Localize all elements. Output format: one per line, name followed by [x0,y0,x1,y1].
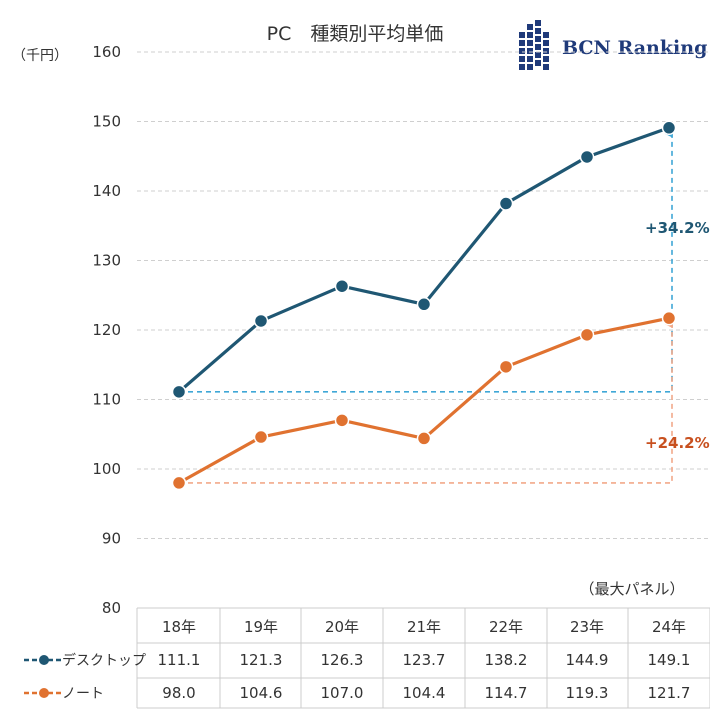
logo-square [519,32,525,38]
bcn-ranking-logo: BCN Ranking [519,20,707,70]
table-value: 138.2 [485,651,528,669]
y-tick-label: 120 [92,321,121,339]
table-value: 144.9 [566,651,609,669]
y-tick-label: 110 [92,391,121,409]
data-point [416,431,432,446]
table-value: 107.0 [321,684,364,702]
data-point [416,297,432,312]
data-point [253,429,269,445]
y-tick-label: 160 [92,43,121,61]
table-value: 121.7 [648,684,691,702]
legend-label: ノート [62,686,104,702]
logo-square [543,56,549,62]
logo-square [519,48,525,54]
logo-square [535,28,541,34]
table-value: 121.3 [240,651,283,669]
x-tick-label: 18年 [162,618,196,636]
y-axis-label: （千円） [12,48,68,64]
x-tick-label: 22年 [489,618,523,636]
y-tick-label: 150 [92,113,121,131]
series-lines [171,120,677,491]
logo-square [527,40,533,46]
logo-square [519,64,525,70]
y-tick-label: 90 [102,530,121,548]
table-value: 149.1 [648,651,691,669]
logo-square [519,56,525,62]
data-point [334,278,350,294]
logo-text: BCN Ranking [562,37,707,59]
chart-title: PC 種類別平均単価 [267,23,444,45]
series-line [177,126,670,394]
data-point [498,196,514,211]
y-tick-label: 140 [92,182,121,200]
x-tick-label: 24年 [652,618,686,636]
growth-reference-line [179,129,673,393]
x-tick-label: 21年 [407,618,441,636]
table-value: 114.7 [485,684,528,702]
legend-marker [39,688,49,698]
logo-square [527,32,533,38]
category-note: （最大パネル） [579,580,684,598]
logo-square [535,60,541,66]
logo-square [543,48,549,54]
y-tick-label: 130 [92,252,121,270]
data-point [661,120,677,136]
logo-square [543,64,549,70]
logo-mark-icon [519,20,549,70]
table-value: 104.4 [403,684,446,702]
table-value: 104.6 [240,684,283,702]
logo-square [527,48,533,54]
growth-label: +24.2% [645,434,710,452]
table-value: 126.3 [321,651,364,669]
y-tick-labels: 80 90 100 110 120 130 140 150 160 [92,43,121,617]
data-point [171,475,187,491]
x-tick-label: 23年 [570,618,604,636]
y-tick-label: 80 [102,599,121,617]
series-line [178,316,670,485]
data-point [579,327,595,343]
table-value: 119.3 [566,684,609,702]
data-point [661,310,677,326]
growth-label: +34.2% [645,219,710,237]
x-tick-label: 19年 [244,618,278,636]
data-point [253,313,269,329]
logo-square [535,52,541,58]
gridlines [137,51,710,609]
logo-square [535,20,541,26]
table-value: 123.7 [403,651,446,669]
logo-square [527,64,533,70]
logo-square [527,56,533,62]
growth-labels: +34.2% +24.2% [645,219,710,452]
growth-reference-line [179,320,673,484]
legend-marker [39,655,49,665]
x-tick-label: 20年 [325,618,359,636]
logo-square [543,32,549,38]
data-point [498,359,514,375]
logo-square [519,40,525,46]
data-point [171,384,187,400]
table-value: 111.1 [158,651,201,669]
y-tick-label: 100 [92,460,121,478]
logo-square [535,36,541,42]
logo-square [535,44,541,50]
table-value: 98.0 [162,684,195,702]
logo-square [543,40,549,46]
data-point [334,413,350,428]
data-point [579,149,595,165]
growth-reference-lines [179,129,673,484]
logo-square [527,24,533,30]
legend-label: デスクトップ [62,652,146,669]
